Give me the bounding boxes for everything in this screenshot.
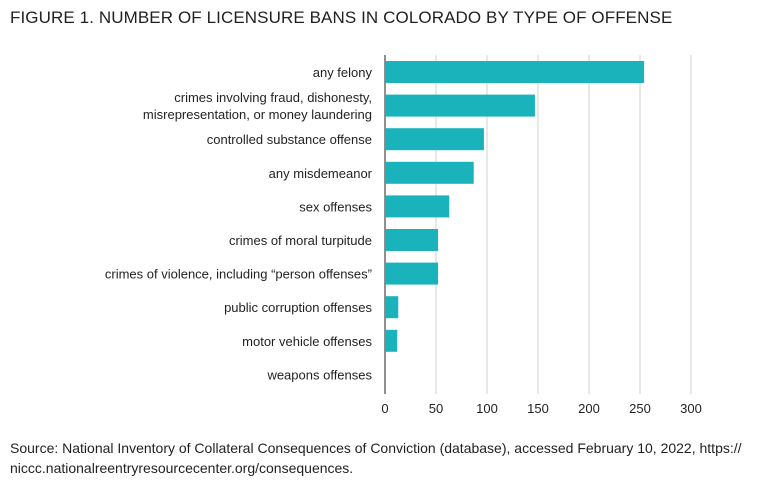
bar [385,229,439,251]
category-label: motor vehicle offenses [242,334,372,349]
x-tick-label: 100 [476,401,498,416]
bar-chart: any felony crimes involving fraud, dishon… [105,55,702,416]
category-label: crimes of moral turpitude [229,233,372,248]
bar [385,94,535,117]
x-tick-label: 50 [429,401,443,416]
x-tick-label: 300 [680,401,702,416]
x-tick-label: 150 [527,401,549,416]
x-tick-label: 200 [578,401,600,416]
category-label: any felony [313,65,373,80]
bar [385,161,474,184]
bar [385,262,439,285]
category-label: any misdemeanor [269,166,373,181]
figure-title: FIGURE 1. NUMBER OF LICENSURE BANS IN CO… [10,8,673,27]
bar [385,329,398,352]
bars [385,61,645,352]
category-label: public corruption offenses [224,300,372,315]
category-label: sex offenses [299,199,372,214]
category-label: crimes involving fraud, dishonesty, misre… [143,90,372,122]
category-labels: any felony crimes involving fraud, dishon… [105,65,373,382]
x-tick-label: 250 [629,401,651,416]
bar [385,195,450,218]
category-label: crimes of violence, including “person of… [105,267,372,282]
x-tick-label: 0 [381,401,388,416]
x-tick-labels: 0 50 100 150 200 250 300 [381,401,701,416]
source-line-2: niccc.nationalreentryresourcecenter.org/… [10,460,354,476]
bar [385,296,399,319]
source-line-1: Source: National Inventory of Collateral… [10,440,742,456]
category-label: controlled substance offense [207,132,372,147]
category-label: weapons offenses [266,367,372,382]
bar [385,61,645,83]
bar [385,128,484,151]
source-note: Source: National Inventory of Collateral… [10,438,770,478]
